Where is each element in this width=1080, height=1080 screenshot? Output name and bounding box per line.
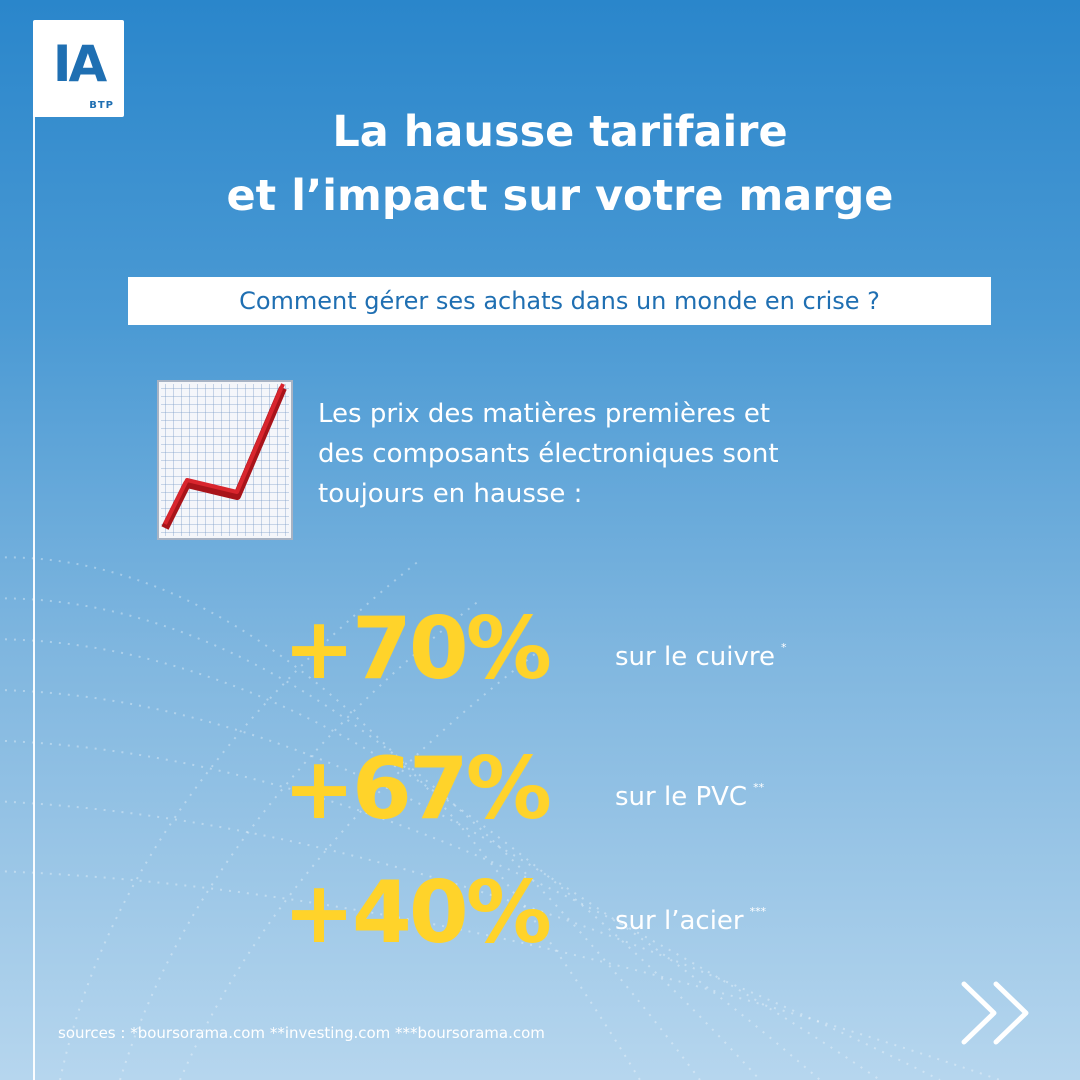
subtitle-text: Comment gérer ses achats dans un monde e…: [239, 287, 880, 315]
stat-value: +40%: [283, 863, 552, 963]
chart-increasing-icon: [157, 380, 293, 540]
stat-label: sur l’acier ***: [615, 892, 766, 941]
page-title: La hausse tarifaire et l’impact sur votr…: [120, 100, 1000, 228]
intro-text: Les prix des matières premières et des c…: [318, 394, 958, 514]
left-accent-line: [33, 110, 35, 1080]
double-chevron-right-icon[interactable]: [958, 980, 1034, 1046]
title-line-2: et l’impact sur votre marge: [226, 171, 894, 221]
intro-line-3: toujours en hausse :: [318, 479, 583, 509]
stat-value: +67%: [283, 739, 552, 839]
stat-value: +70%: [283, 599, 552, 699]
stat-copper: +70% sur le cuivre *: [283, 594, 1043, 704]
stat-label-text: sur le cuivre: [615, 642, 775, 672]
logo: IA BTP: [33, 20, 124, 117]
footnote-mark: ***: [749, 905, 767, 918]
footnote-mark: **: [753, 781, 765, 794]
logo-subtitle: BTP: [89, 100, 114, 111]
stat-label: sur le PVC **: [615, 768, 764, 817]
stat-label: sur le cuivre *: [615, 628, 786, 677]
stat-pvc: +67% sur le PVC **: [283, 734, 1043, 844]
footnote-mark: *: [780, 641, 787, 654]
subtitle-box: Comment gérer ses achats dans un monde e…: [128, 277, 991, 325]
stat-label-text: sur le PVC: [615, 782, 748, 812]
logo-letters: IA: [52, 35, 107, 93]
intro-line-2: des composants électroniques sont: [318, 439, 779, 469]
title-line-1: La hausse tarifaire: [332, 107, 788, 157]
stat-label-text: sur l’acier: [615, 906, 744, 936]
stat-steel: +40% sur l’acier ***: [283, 858, 1043, 968]
sources-footnote: sources : *boursorama.com **investing.co…: [58, 1024, 545, 1042]
intro-line-1: Les prix des matières premières et: [318, 399, 771, 429]
